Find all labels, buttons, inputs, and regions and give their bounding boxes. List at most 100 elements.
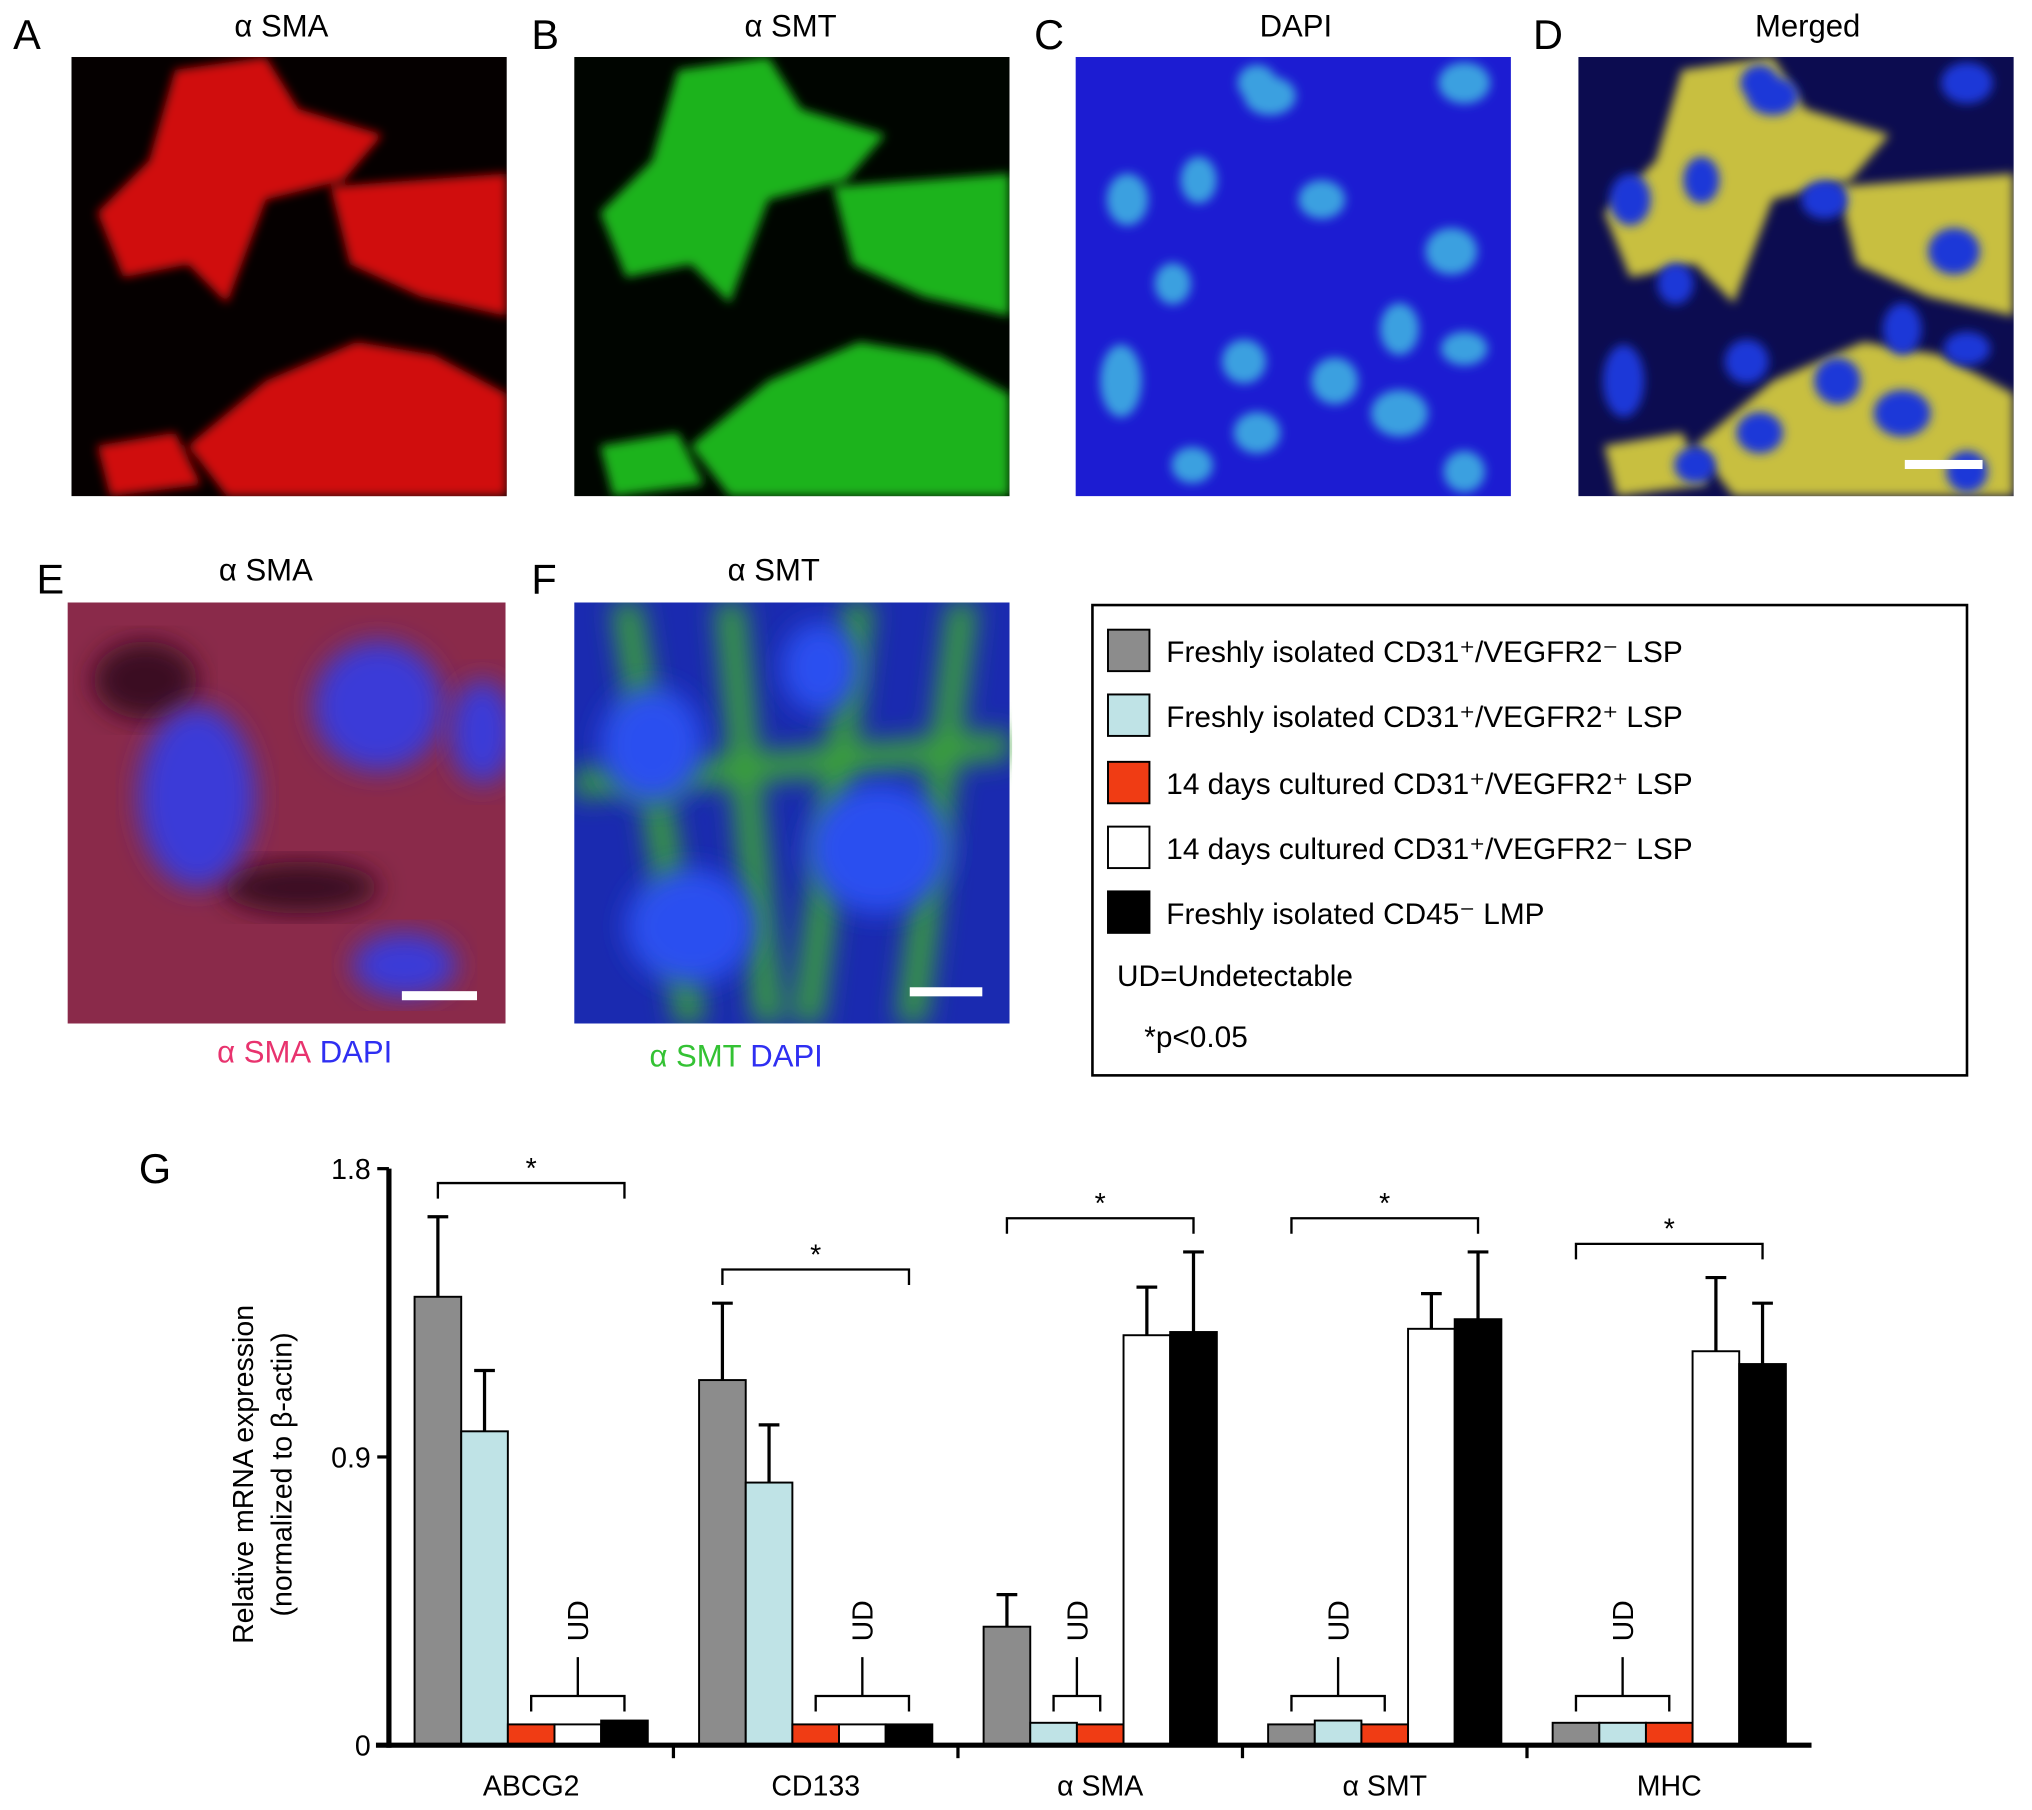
bar (982, 1625, 1032, 1747)
bar (744, 1481, 794, 1747)
x-tick-label: CD133 (771, 1771, 860, 1803)
error-bar (1183, 1250, 1204, 1333)
bar (791, 1723, 840, 1747)
caption-part: DAPI (320, 1034, 393, 1069)
error-bar (758, 1423, 780, 1483)
ud-label: UD (1608, 1600, 1640, 1641)
caption-part: α SMA (217, 1034, 311, 1069)
ud-label: UD (563, 1600, 595, 1641)
error-bar (996, 1593, 1018, 1627)
micro-b (574, 57, 1010, 497)
bar (1029, 1721, 1078, 1747)
panel-title: Merged (1755, 8, 1860, 43)
bar (838, 1723, 887, 1747)
legend-box (1091, 603, 1969, 1077)
bar (553, 1723, 603, 1747)
bar (1738, 1363, 1787, 1747)
bar (1453, 1318, 1503, 1747)
legend-note: UD=Undetectable (1117, 960, 1353, 993)
y-tick-label: 0.9 (331, 1442, 371, 1474)
bar (1122, 1334, 1172, 1747)
bar (1691, 1350, 1741, 1747)
panel-caption: α SMT DAPI (649, 1038, 822, 1073)
panel-letter: C (1034, 11, 1064, 58)
y-axis-label-line: Relative mRNA expression (228, 1305, 260, 1644)
error-bar (1705, 1275, 1727, 1352)
bar (1360, 1723, 1410, 1747)
significance-bracket (1290, 1217, 1480, 1234)
significance-bracket (436, 1181, 626, 1199)
micro-f (574, 602, 1011, 1024)
ud-bracket (530, 1657, 626, 1712)
micro-a (71, 57, 507, 497)
panel-letter: B (531, 11, 559, 58)
ud-label: UD (848, 1600, 880, 1641)
legend-label: Freshly isolated CD31⁺/VEGFR2⁺ LSP (1166, 701, 1682, 734)
y-axis-label-line: (normalized to β-actin) (267, 1332, 299, 1616)
significance-label: * (1095, 1188, 1106, 1220)
panel-title: α SMT (728, 552, 820, 587)
bar (1551, 1721, 1601, 1747)
error-bar (1752, 1301, 1773, 1365)
bar (1267, 1723, 1316, 1747)
panel-letter: G (139, 1145, 171, 1192)
error-bar (474, 1368, 495, 1432)
legend-swatch (1107, 628, 1151, 673)
legend-swatch (1107, 693, 1151, 737)
significance-bracket (1005, 1217, 1195, 1234)
x-tick-label: α SMT (1342, 1771, 1427, 1803)
panel-title: DAPI (1260, 8, 1333, 43)
bar (1407, 1327, 1456, 1747)
ud-bracket (1052, 1657, 1102, 1712)
panel-letter: A (13, 11, 41, 58)
error-bar (1421, 1291, 1442, 1329)
caption-part: α SMT (649, 1038, 741, 1073)
x-tick-label: ABCG2 (483, 1771, 580, 1803)
y-axis-label: Relative mRNA expression (normalized to β… (228, 1305, 299, 1644)
y-tick-label: 1.8 (331, 1154, 371, 1186)
error-bar (712, 1301, 733, 1381)
legend-label: Freshly isolated CD31⁺/VEGFR2⁻ LSP (1166, 636, 1682, 669)
bar (884, 1723, 934, 1747)
error-bar (427, 1215, 449, 1297)
panel-caption: α SMA DAPI (217, 1034, 392, 1069)
significance-label: * (810, 1239, 821, 1271)
error-bar (1467, 1250, 1489, 1320)
legend-label: 14 days cultured CD31⁺/VEGFR2⁺ LSP (1166, 768, 1692, 801)
panel-letter: E (37, 555, 65, 602)
bar (600, 1719, 649, 1747)
panel-title: α SMA (219, 552, 313, 587)
significance-label: * (526, 1153, 537, 1185)
micro-e (67, 602, 506, 1024)
bar (460, 1430, 509, 1747)
panel-title: α SMA (234, 8, 328, 43)
significance-label: * (1379, 1188, 1390, 1220)
bar (1075, 1723, 1125, 1747)
significance-bracket (1574, 1242, 1764, 1260)
bar (1313, 1719, 1363, 1747)
legend-swatch (1107, 890, 1151, 934)
ud-bracket (1574, 1657, 1671, 1712)
bar (506, 1723, 556, 1747)
bar (1644, 1721, 1694, 1747)
bar (413, 1295, 463, 1747)
significance-label: * (1664, 1214, 1675, 1246)
legend-label: Freshly isolated CD45⁻ LMP (1166, 898, 1544, 931)
ud-bracket (814, 1657, 911, 1712)
legend-note: *p<0.05 (1144, 1021, 1248, 1054)
x-tick-label: MHC (1637, 1771, 1702, 1803)
legend-swatch (1107, 825, 1151, 870)
error-bar (1136, 1285, 1158, 1336)
panel-title: α SMT (744, 8, 836, 43)
ud-label: UD (1062, 1600, 1094, 1641)
ud-label: UD (1323, 1600, 1355, 1641)
panel-letter: F (531, 555, 556, 602)
significance-bracket (721, 1268, 911, 1286)
bar (1169, 1331, 1218, 1747)
bar (698, 1379, 747, 1747)
legend-label: 14 days cultured CD31⁺/VEGFR2⁻ LSP (1166, 833, 1692, 866)
x-tick-label: α SMA (1057, 1771, 1143, 1803)
legend-swatch (1107, 760, 1151, 805)
